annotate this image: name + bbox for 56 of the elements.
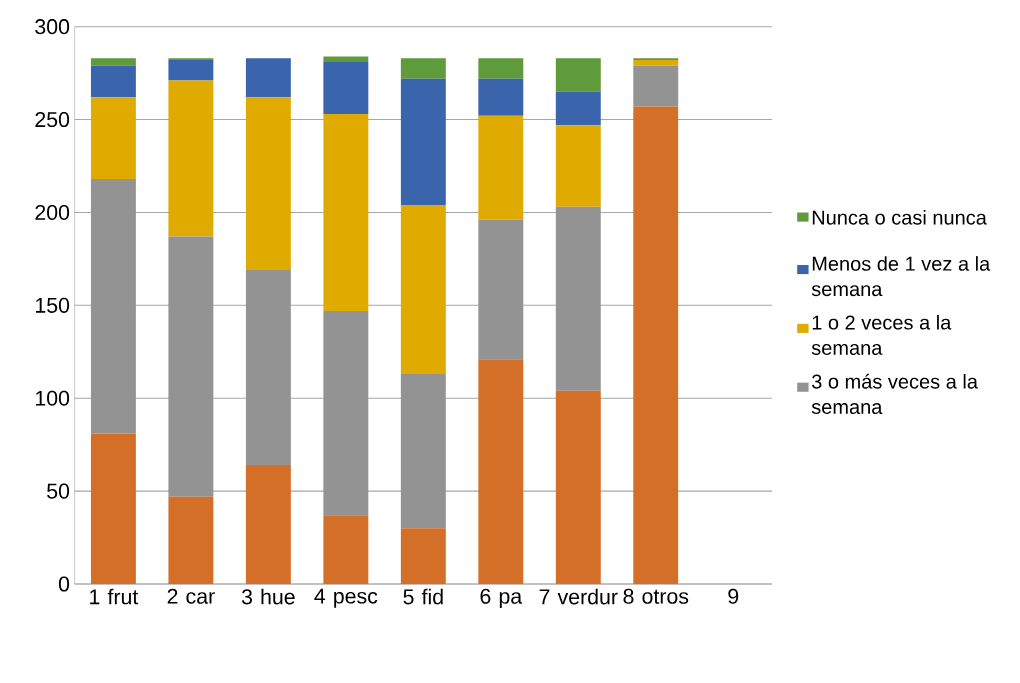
- bar: [478, 359, 524, 585]
- bar: [90, 179, 136, 434]
- x-tick-label: 7 verdur: [539, 588, 618, 605]
- bar: [400, 374, 446, 529]
- bar: [245, 58, 291, 98]
- x-tick-label: 6 pa: [480, 588, 523, 609]
- x-tick-label: 5 fid: [403, 588, 443, 605]
- bar: [168, 496, 214, 585]
- bar: [245, 270, 291, 466]
- bar: [400, 528, 446, 585]
- bar: [245, 465, 291, 585]
- bar: [555, 207, 601, 391]
- bar: [323, 56, 369, 63]
- bar: [400, 58, 446, 79]
- y-tick-label: 0: [58, 576, 70, 592]
- bar: [478, 58, 524, 79]
- x-tick-label: 9: [728, 588, 739, 604]
- bar: [633, 60, 679, 66]
- bar: [90, 65, 136, 98]
- bar: [168, 60, 214, 81]
- legend-label: Nunca o casi nunca: [812, 210, 987, 225]
- bar: [633, 106, 679, 585]
- bar: [633, 65, 679, 107]
- x-tick-label: 3 hue: [241, 588, 295, 605]
- y-tick-label: 50: [47, 483, 70, 499]
- x-tick-label: 4 pesc: [314, 588, 378, 608]
- bar: [323, 515, 369, 585]
- bar: [323, 114, 369, 312]
- bar: [90, 58, 136, 66]
- bar: [90, 433, 136, 585]
- y-tick-label: 150: [35, 297, 70, 314]
- legend-label: 1 o 2 veces a la semana: [811, 315, 952, 356]
- bar: [400, 78, 446, 206]
- x-tick-label: 2 car: [167, 588, 215, 604]
- y-tick-label: 200: [35, 205, 70, 221]
- bar: [245, 97, 291, 271]
- y-tick-label: 300: [35, 19, 70, 35]
- bar: [323, 62, 369, 115]
- x-tick-label: 8 otros: [623, 588, 689, 604]
- bar: [400, 205, 446, 375]
- bar: [323, 311, 369, 516]
- y-tick-label: 250: [35, 112, 70, 128]
- x-tick-label: 1 frut: [90, 588, 139, 605]
- bar: [555, 125, 601, 208]
- bar: [168, 236, 214, 497]
- bar: [90, 97, 136, 180]
- bar: [555, 91, 601, 126]
- bar: [478, 78, 524, 116]
- bar: [478, 220, 524, 360]
- bar: [168, 80, 214, 237]
- bar: [555, 58, 601, 92]
- legend-label: Menos de 1 vez a la semana: [811, 256, 991, 297]
- bar: [478, 116, 524, 221]
- bar: [555, 390, 601, 585]
- y-tick-label: 100: [35, 390, 70, 406]
- legend-label: 3 o más veces a la semana: [811, 373, 978, 415]
